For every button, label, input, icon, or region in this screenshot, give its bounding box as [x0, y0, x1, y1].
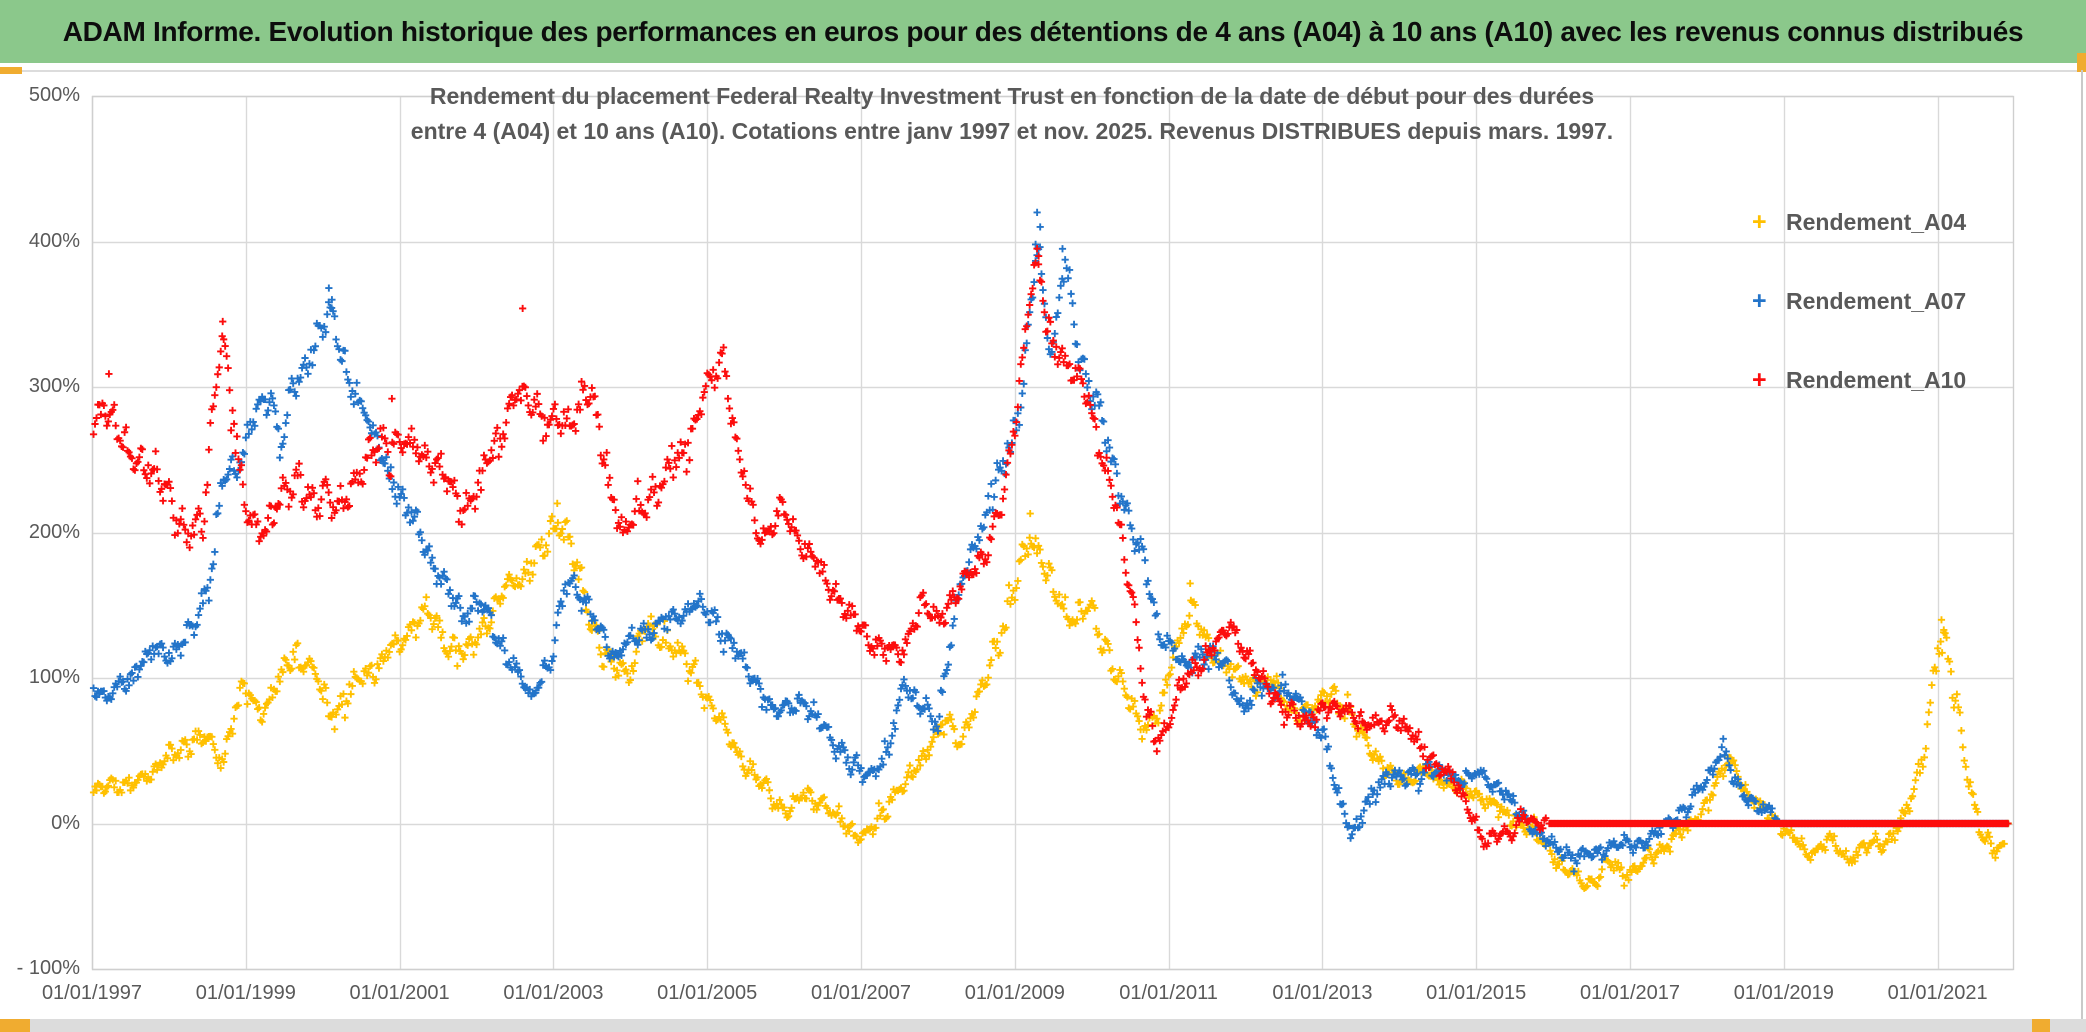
x-axis-tick-label: 01/01/2003: [503, 982, 604, 1004]
y-axis-tick-label: 500%: [28, 84, 80, 106]
legend-item-rendement_a07[interactable]: + Rendement_A07: [1752, 279, 1966, 323]
x-axis-tick-label: 01/01/2017: [1579, 982, 1681, 1004]
chart-title: Rendement du placement Federal Realty In…: [292, 79, 1732, 149]
x-axis-tick-label: 01/01/2001: [349, 982, 450, 1004]
x-axis-tick-label: 01/01/2019: [1733, 982, 1834, 1004]
chart-title-line1: Rendement du placement Federal Realty In…: [429, 83, 1595, 109]
legend-plus-marker-icon: +: [1752, 287, 1767, 315]
y-axis-tick-label: 400%: [28, 229, 80, 252]
legend-item-rendement_a04[interactable]: + Rendement_A04: [1752, 200, 1966, 244]
chart-title-line2: entre 4 (A04) et 10 ans (A10). Cotations…: [410, 118, 1614, 144]
legend-plus-marker-icon: +: [1752, 366, 1767, 394]
y-axis-tick-label: 200%: [28, 520, 80, 543]
x-axis-tick-label: 01/01/2015: [1426, 982, 1527, 1004]
x-axis-tick-label: 01/01/2011: [1119, 982, 1218, 1004]
x-axis-tick-label: 01/01/1997: [41, 982, 143, 1004]
x-axis-tick-label: 01/01/2021: [1887, 982, 1988, 1004]
legend-label: Rendement_A07: [1786, 287, 1967, 314]
legend-plus-marker-icon: +: [1752, 208, 1767, 236]
x-axis-tick-label: 01/01/1999: [195, 982, 296, 1004]
x-axis-tick-label: 01/01/2007: [810, 982, 912, 1004]
y-axis-tick-label: 0%: [51, 811, 80, 834]
y-axis-tick-label: 100%: [28, 666, 80, 688]
x-axis-tick-label: 01/01/2013: [1272, 982, 1373, 1004]
y-axis-tick-label: - 100%: [16, 957, 80, 979]
legend-label: Rendement_A10: [1786, 366, 1967, 393]
x-axis-tick-label: 01/01/2005: [657, 982, 758, 1004]
y-axis-tick-label: 300%: [28, 375, 80, 397]
chart-legend: + Rendement_A04 + Rendement_A07 + Rendement_A…: [1752, 200, 1966, 437]
legend-label: Rendement_A04: [1786, 208, 1967, 235]
legend-item-rendement_a10[interactable]: + Rendement_A10: [1752, 358, 1966, 402]
x-axis-tick-label: 01/01/2009: [964, 982, 1065, 1004]
